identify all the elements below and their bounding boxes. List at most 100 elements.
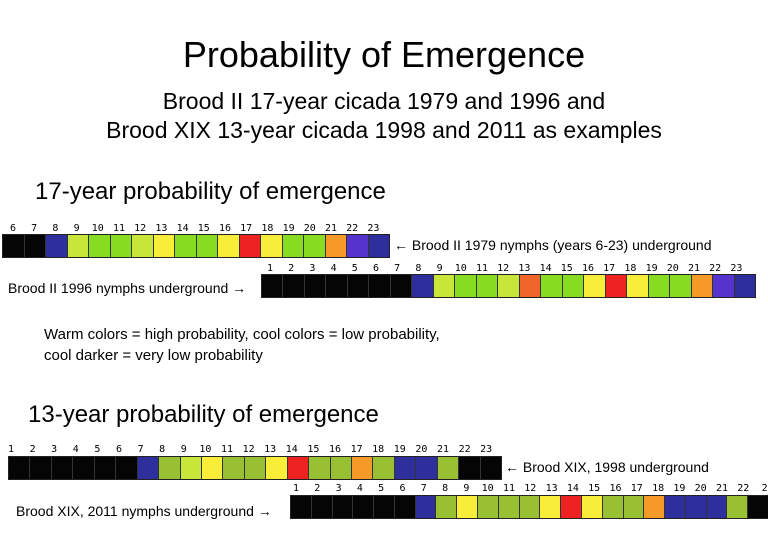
year-number: 6 <box>9 223 17 234</box>
probability-cell <box>347 275 370 297</box>
year-number: 1 <box>292 483 300 494</box>
year-number: 6 <box>115 444 123 455</box>
probability-cell <box>287 457 310 479</box>
year-number: 12 <box>497 263 510 274</box>
year-number: 19 <box>393 444 406 455</box>
probability-cell <box>644 496 666 518</box>
probability-cell <box>519 275 542 297</box>
year-number: 23 <box>480 444 493 455</box>
year-number: 12 <box>242 444 255 455</box>
row-13a-label: ← Brood XIX, 1998 underground <box>505 459 709 475</box>
probability-cell <box>541 275 563 297</box>
probability-cell <box>748 496 768 518</box>
probability-cell <box>132 235 154 257</box>
probability-cell <box>110 235 132 257</box>
probability-cell <box>394 496 416 518</box>
year-number: 11 <box>112 223 126 234</box>
probability-cell <box>159 457 181 479</box>
year-number: 17 <box>603 263 616 274</box>
probability-cell <box>480 457 502 479</box>
probability-cell <box>394 457 417 479</box>
year-number: 13 <box>545 483 558 494</box>
year-number: 11 <box>220 444 234 455</box>
year-number: 10 <box>199 444 212 455</box>
probability-cell <box>304 235 326 257</box>
year-number: 9 <box>436 263 443 274</box>
year-number: 19 <box>673 483 686 494</box>
year-number: 5 <box>351 263 358 274</box>
year-number: 22 <box>709 263 722 274</box>
year-number: 6 <box>372 263 380 274</box>
section-13-heading: 13-year probability of emergence <box>28 401 379 428</box>
probability-cell <box>478 496 499 518</box>
year-number: 5 <box>94 444 101 455</box>
year-number: 18 <box>261 223 274 234</box>
year-number: 13 <box>155 223 168 234</box>
year-number: 16 <box>328 444 342 455</box>
probability-cell <box>476 275 499 297</box>
probability-cell <box>519 496 541 518</box>
probability-cell <box>498 275 520 297</box>
probability-cell <box>369 275 391 297</box>
year-number: 23 <box>367 223 380 234</box>
probability-cell <box>605 275 628 297</box>
year-number: 2 <box>288 263 295 274</box>
year-number: 5 <box>378 483 385 494</box>
probability-cell <box>415 496 437 518</box>
year-number: 9 <box>73 223 80 234</box>
year-number: 17 <box>350 444 363 455</box>
probability-cell <box>352 457 374 479</box>
probability-cell <box>239 235 261 257</box>
probability-cell <box>326 275 348 297</box>
probability-cell <box>540 496 562 518</box>
probability-cell <box>325 235 347 257</box>
row-13a-bar <box>8 456 502 480</box>
year-number: 2 <box>314 483 321 494</box>
slide-title: Probability of Emergence <box>182 34 586 75</box>
row-17b-label: Brood II 1996 nymphs underground → <box>8 280 247 296</box>
probability-cell <box>304 275 327 297</box>
row-17a-bar <box>2 234 390 258</box>
year-number: 8 <box>442 483 449 494</box>
probability-cell <box>223 457 245 479</box>
probability-cell <box>196 235 218 257</box>
probability-cell <box>94 457 117 479</box>
probability-cell <box>175 235 197 257</box>
probability-cell <box>713 275 735 297</box>
year-number: 4 <box>356 483 363 494</box>
year-number: 13 <box>264 444 277 455</box>
year-number: 9 <box>180 444 187 455</box>
year-number: 18 <box>652 483 665 494</box>
probability-cell <box>218 235 240 257</box>
probability-cell <box>73 457 95 479</box>
year-number: 3 <box>309 263 316 274</box>
year-number: 8 <box>159 444 166 455</box>
probability-cell <box>9 457 31 479</box>
year-number: 10 <box>454 263 467 274</box>
year-number: 10 <box>481 483 494 494</box>
probability-cell <box>561 496 582 518</box>
row-17b-numbers: 1 2 3 4 5 6 7 8 9 10 11 12 13 14 15 16 17 18 19 20 21 22 23 <box>255 263 765 275</box>
probability-cell <box>291 496 312 518</box>
section-17-heading: 17-year probability of emergence <box>35 178 386 205</box>
year-number: 13 <box>518 263 531 274</box>
year-number: 21 <box>436 444 450 455</box>
probability-cell <box>51 457 74 479</box>
row-13b-numbers: 1 2 3 4 5 6 7 8 9 10 11 12 13 14 15 16 17 18 19 20 21 22 2 <box>280 483 768 495</box>
probability-cell <box>261 235 283 257</box>
year-number: 21 <box>715 483 729 494</box>
year-number: 18 <box>372 444 385 455</box>
year-number: 15 <box>307 444 320 455</box>
probability-cell <box>691 275 714 297</box>
row-17a-label: ← Brood II 1979 nymphs (years 6-23) unde… <box>394 237 712 253</box>
year-number: 10 <box>91 223 104 234</box>
year-number: 12 <box>134 223 147 234</box>
year-number: 7 <box>394 263 401 274</box>
year-number: 17 <box>240 223 253 234</box>
row-13a-numbers: 1 2 3 4 5 6 7 8 9 10 11 12 13 14 15 16 17 18 19 20 21 22 23 <box>0 444 500 456</box>
probability-cell <box>562 275 585 297</box>
year-number: 23 <box>730 263 743 274</box>
probability-cell <box>581 496 603 518</box>
probability-cell <box>627 275 649 297</box>
probability-cell <box>30 457 52 479</box>
